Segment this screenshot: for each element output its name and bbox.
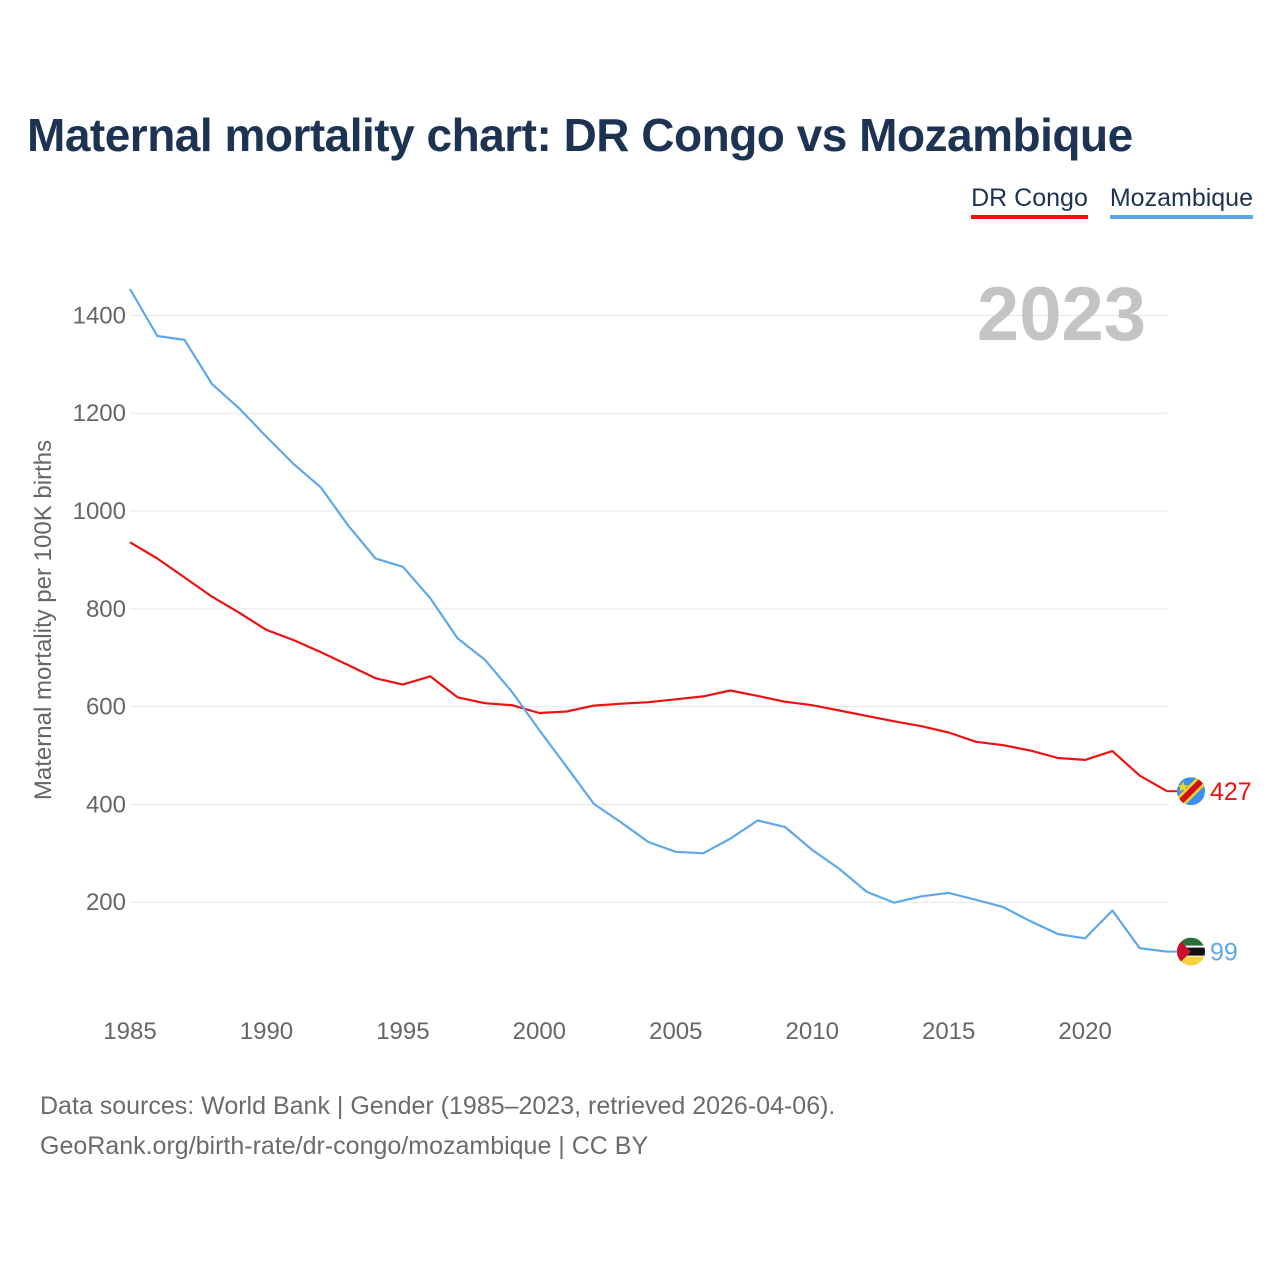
end-value-label-mozambique: 99 xyxy=(1210,939,1238,967)
footer-link[interactable]: GeoRank.org/birth-rate/dr-congo/mozambiq… xyxy=(40,1132,649,1160)
footer: Data sources: World Bank | Gender (1985–… xyxy=(40,1086,835,1166)
y-tick-label: 600 xyxy=(86,694,126,721)
series-lines xyxy=(129,288,1168,953)
x-tick-label: 2005 xyxy=(649,1018,702,1045)
legend: DR Congo Mozambique xyxy=(971,184,1253,219)
gridlines xyxy=(130,314,1167,903)
flag-icon-dr-congo xyxy=(1177,777,1205,806)
x-tick-label: 2020 xyxy=(1058,1018,1111,1045)
flag-icon-mozambique xyxy=(1177,937,1205,966)
x-axis-ticks: 1985 1990 1995 2000 2005 2010 2015 2020 xyxy=(103,1018,1112,1045)
series-line-dr-congo xyxy=(129,541,1168,793)
y-tick-label: 1400 xyxy=(73,302,126,329)
legend-item-mozambique[interactable]: Mozambique xyxy=(1109,184,1253,219)
series-end-markers: 427 99 xyxy=(1167,777,1252,967)
end-value-label-dr-congo: 427 xyxy=(1210,778,1252,806)
y-axis-ticks: 200 400 600 800 1000 1200 1400 xyxy=(73,302,126,916)
y-tick-label: 200 xyxy=(86,889,126,916)
y-tick-label: 1000 xyxy=(73,498,126,525)
page-title: Maternal mortality chart: DR Congo vs Mo… xyxy=(27,109,1133,161)
x-tick-label: 1995 xyxy=(376,1018,429,1045)
y-tick-label: 800 xyxy=(86,596,126,623)
y-tick-label: 1200 xyxy=(73,400,126,427)
x-tick-label: 1985 xyxy=(103,1018,156,1045)
footer-sources: Data sources: World Bank | Gender (1985–… xyxy=(40,1092,836,1120)
year-watermark: 2023 xyxy=(977,272,1146,357)
x-tick-label: 2015 xyxy=(922,1018,975,1045)
legend-item-dr-congo[interactable]: DR Congo xyxy=(971,184,1088,219)
y-tick-label: 400 xyxy=(86,791,126,818)
x-tick-label: 2010 xyxy=(786,1018,839,1045)
y-axis-label: Maternal mortality per 100K births xyxy=(30,440,57,800)
x-tick-label: 1990 xyxy=(240,1018,293,1045)
series-line-mozambique xyxy=(129,288,1168,953)
x-tick-label: 2000 xyxy=(513,1018,566,1045)
